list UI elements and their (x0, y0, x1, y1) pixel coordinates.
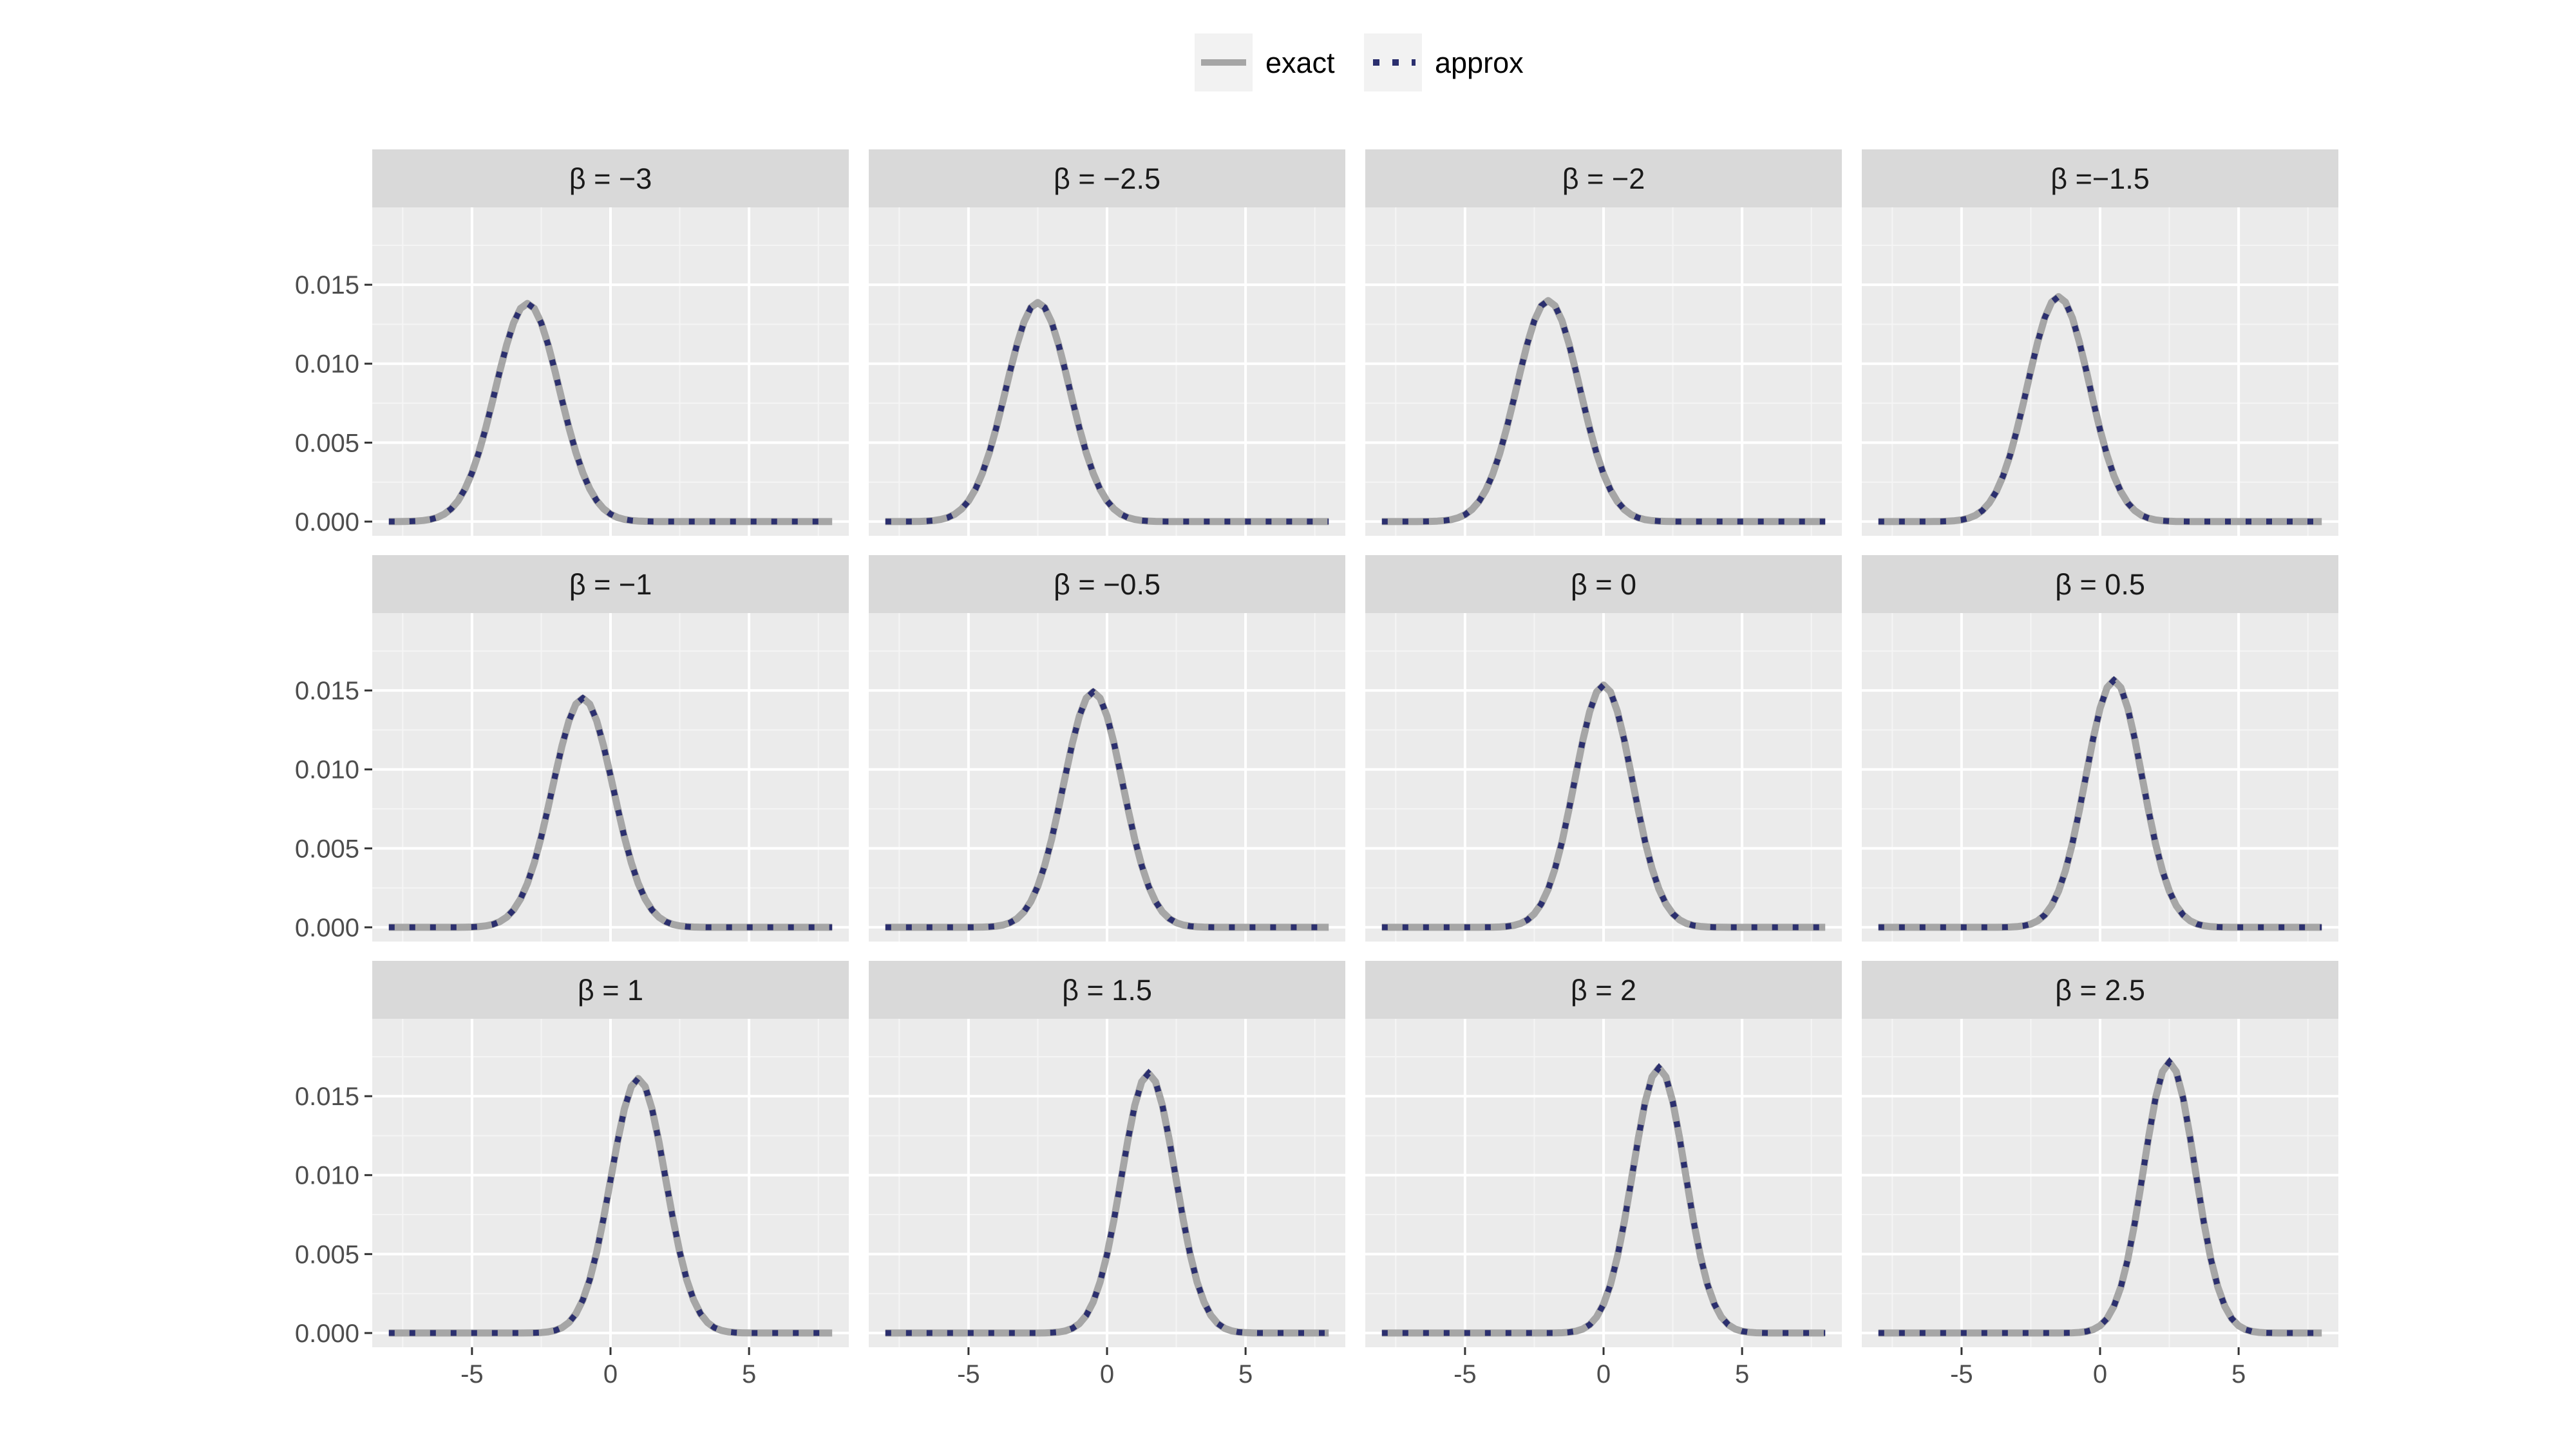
x-tick-label: -5 (1454, 1360, 1477, 1388)
y-tick-label: 0.000 (295, 508, 359, 536)
y-tick-label: 0.000 (295, 1320, 359, 1348)
strip-bg (1862, 149, 2338, 207)
y-tick-label: 0.015 (295, 677, 359, 705)
x-tick-label: 0 (2093, 1360, 2107, 1388)
panel-8: β = 1 0.000 0.005 0.010 0.015 -5 0 5 (295, 961, 849, 1388)
strip-label: β = −2.5 (1054, 162, 1160, 195)
strip-label: β = 1 (578, 974, 643, 1007)
x-tick-label: 5 (742, 1360, 756, 1388)
series-exact-line (885, 299, 1329, 526)
strip-bg (372, 555, 849, 613)
y-tick-label: 0.010 (295, 756, 359, 784)
panel-2: β = −2 (1365, 149, 1842, 536)
strip-bg (1862, 961, 2338, 1019)
strip-label: β = 1.5 (1062, 974, 1152, 1007)
series-exact-line (1381, 681, 1826, 931)
strip-bg (1365, 555, 1842, 613)
x-tick-label: -5 (460, 1360, 484, 1388)
panel-1: β = −2.5 (869, 149, 1345, 536)
legend-item-approx: approx (1364, 33, 1524, 91)
strip-label: β = 2 (1571, 974, 1636, 1007)
strip-label: β =−1.5 (2050, 162, 2150, 195)
strip-bg (1365, 149, 1842, 207)
panel-3: β =−1.5 (1862, 149, 2338, 536)
y-tick-label: 0.015 (295, 1083, 359, 1111)
strip-label: β = 0.5 (2055, 568, 2145, 601)
x-tick-label: 5 (1238, 1360, 1253, 1388)
strip-bg (869, 961, 1345, 1019)
y-tick-label: 0.010 (295, 350, 359, 379)
strip-bg (372, 961, 849, 1019)
strip-bg (1365, 961, 1842, 1019)
x-tick-label: -5 (957, 1360, 980, 1388)
series-approx-line (388, 299, 833, 525)
series-exact-line (1878, 676, 2322, 931)
panel-7: β = 0.5 (1862, 555, 2338, 942)
legend: exact approx (1195, 33, 1524, 91)
x-tick-label: 5 (2231, 1360, 2246, 1388)
strip-label: β = −1 (569, 568, 652, 601)
x-tick-label: -5 (1950, 1360, 1973, 1388)
panel-0: β = −3 0.000 0.005 0.010 0.015 (295, 149, 849, 536)
y-tick-label: 0.005 (295, 835, 359, 863)
strip-label: β = −2 (1562, 162, 1645, 195)
strip-label: β = 0 (1571, 568, 1636, 601)
series-approx-line (388, 1074, 833, 1336)
panel-5: β = −0.5 (869, 555, 1345, 942)
strip-label: β = −0.5 (1054, 568, 1160, 601)
strip-bg (1862, 555, 2338, 613)
panel-6: β = 0 (1365, 555, 1842, 942)
series-exact-line (1381, 297, 1826, 526)
series-exact-line (388, 694, 833, 931)
panel-4: β = −1 0.000 0.005 0.010 0.015 (295, 555, 849, 942)
series-approx-line (1878, 292, 2322, 525)
series-approx-line (885, 688, 1329, 931)
series-exact-line (1381, 1064, 1826, 1337)
legend-item-exact: exact (1195, 33, 1335, 91)
legend-label: approx (1435, 46, 1524, 79)
x-tick-label: 5 (1735, 1360, 1749, 1388)
legend-label: exact (1265, 46, 1335, 79)
y-tick-label: 0.005 (295, 1240, 359, 1269)
panel-9: β = 1.5 -5 0 5 (869, 961, 1345, 1388)
x-tick-label: 0 (1596, 1360, 1611, 1388)
panel-10: β = 2 -5 0 5 (1365, 961, 1842, 1388)
x-tick-label: 0 (1100, 1360, 1114, 1388)
x-tick-label: 0 (603, 1360, 618, 1388)
series-approx-line (1878, 1057, 2322, 1336)
strip-label: β = 2.5 (2055, 974, 2145, 1007)
strip-bg (372, 149, 849, 207)
y-tick-label: 0.010 (295, 1162, 359, 1190)
strip-bg (869, 555, 1345, 613)
strip-bg (869, 149, 1345, 207)
series-approx-line (885, 1068, 1329, 1336)
panel-11: β = 2.5 -5 0 5 (1862, 961, 2338, 1388)
facet-panels: β = −3 0.000 0.005 0.010 0.015 β = −2.5 β = −2… (295, 149, 2338, 1388)
y-tick-label: 0.015 (295, 271, 359, 299)
y-tick-label: 0.005 (295, 429, 359, 457)
y-tick-label: 0.000 (295, 914, 359, 942)
strip-label: β = −3 (569, 162, 652, 195)
